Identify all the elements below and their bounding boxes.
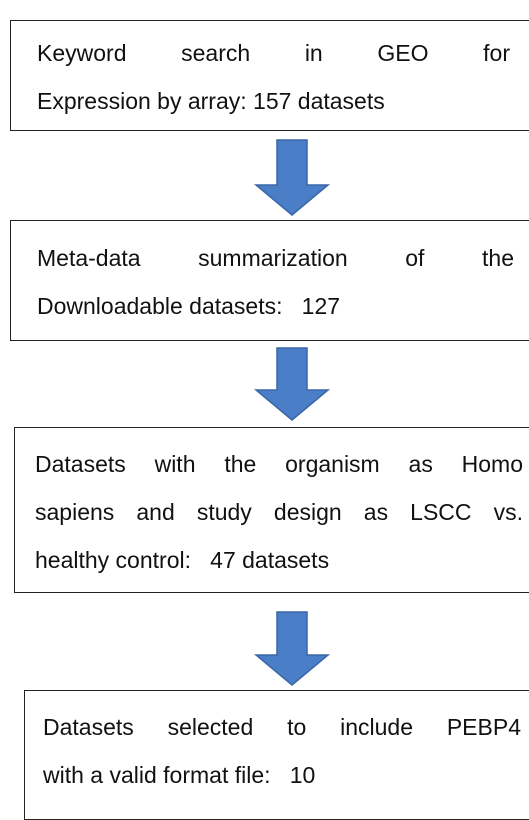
- step-box: Keyword search in GEO for Expression by …: [10, 20, 529, 131]
- step-text: Meta-data summarization of the: [37, 245, 514, 271]
- step-text: sapiens and study design as LSCC vs.: [35, 499, 523, 525]
- arrow: [253, 611, 331, 686]
- step-box: Meta-data summarization of the Downloada…: [10, 220, 529, 341]
- step-text: Datasets with the organism as Homo: [35, 451, 523, 477]
- step-text: healthy control: 47 datasets: [35, 547, 330, 573]
- arrow: [253, 347, 331, 421]
- step-text: with a valid format file: 10: [43, 762, 316, 788]
- step-text: Keyword search in GEO for: [37, 40, 510, 66]
- step-box: Datasets selected to include PEBP4 with …: [24, 690, 529, 820]
- step-text: Expression by array: 157 datasets: [37, 88, 385, 114]
- step-text: Datasets selected to include PEBP4: [43, 714, 521, 740]
- step-box: Datasets with the organism as Homo sapie…: [14, 427, 529, 593]
- arrow: [253, 139, 331, 216]
- step-text: Downloadable datasets: 127: [37, 293, 341, 319]
